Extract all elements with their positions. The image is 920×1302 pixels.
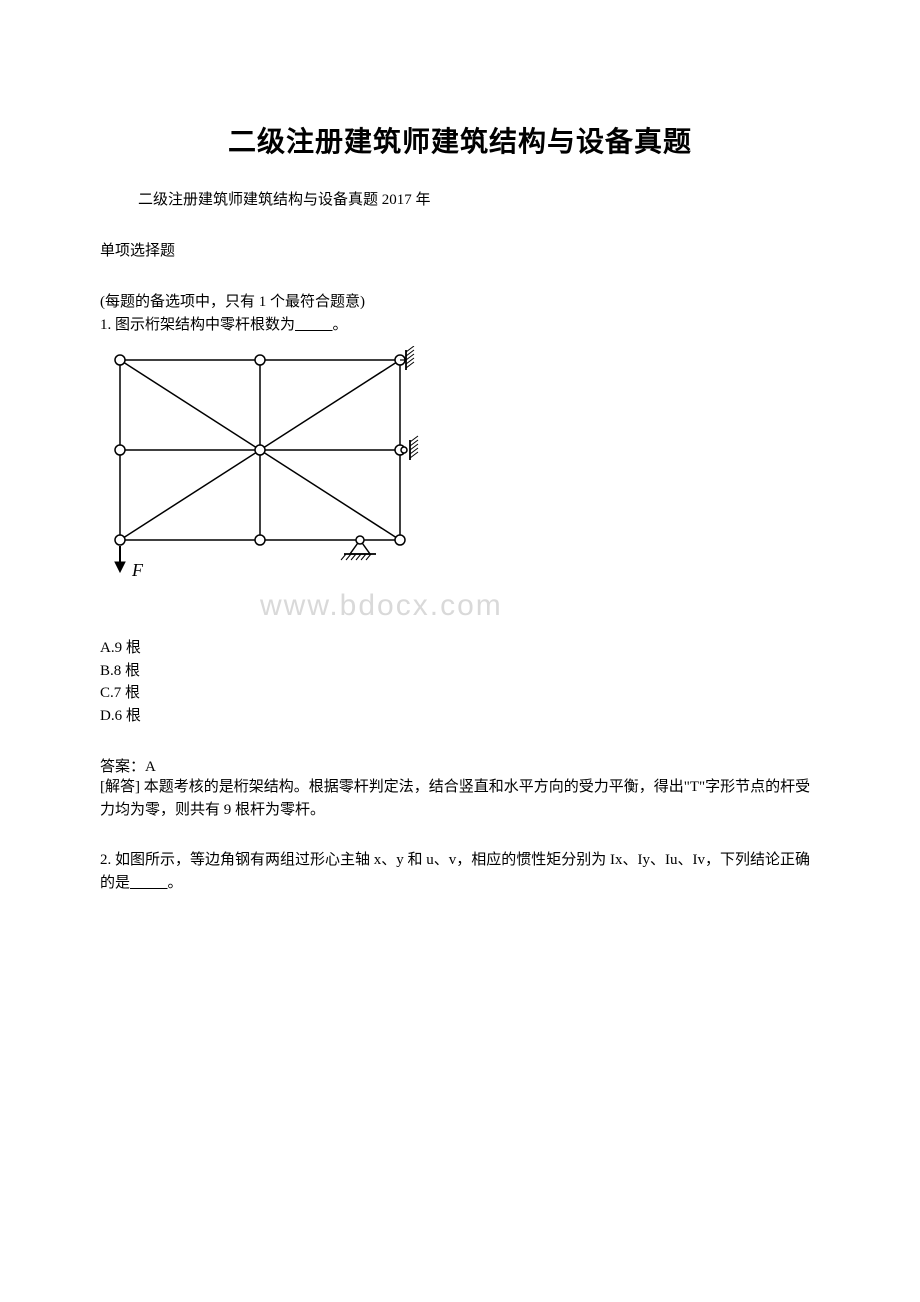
question-1-text: 图示桁架结构中零杆根数为 <box>111 317 295 333</box>
section-header: 单项选择题 <box>100 239 820 260</box>
option-d: D.6 根 <box>100 705 820 728</box>
watermark-text: www.bdocx.com <box>260 589 820 623</box>
answer-value: A <box>145 759 156 775</box>
question-1-number: 1. <box>100 317 111 333</box>
question-2-blank <box>130 875 168 891</box>
question-1-blank <box>295 317 333 333</box>
question-1-suffix: 。 <box>333 317 348 333</box>
option-a: A.9 根 <box>100 637 820 660</box>
question-2-suffix: 。 <box>168 875 183 891</box>
question-1: 1. 图示桁架结构中零杆根数为 。 <box>100 313 820 334</box>
question-2-text: 如图所示，等边角钢有两组过形心主轴 x、y 和 u、v，相应的惯性矩分别为 Ix… <box>100 852 810 891</box>
option-c: C.7 根 <box>100 682 820 705</box>
option-b: B.8 根 <box>100 660 820 683</box>
document-subtitle: 二级注册建筑师建筑结构与设备真题 2017 年 <box>138 188 820 209</box>
question-2: 2. 如图所示，等边角钢有两组过形心主轴 x、y 和 u、v，相应的惯性矩分别为… <box>100 849 820 894</box>
answer-label: 答案： <box>100 759 145 775</box>
answer-line: 答案：A <box>100 755 820 776</box>
truss-svg: F <box>100 346 440 590</box>
instruction-text: (每题的备选项中，只有 1 个最符合题意) <box>100 290 820 311</box>
truss-diagram: F <box>100 346 820 595</box>
document-title: 二级注册建筑师建筑结构与设备真题 <box>100 120 820 160</box>
explanation-text: [解答] 本题考核的是桁架结构。根据零杆判定法，结合竖直和水平方向的受力平衡，得… <box>100 776 820 821</box>
svg-text:F: F <box>131 560 144 580</box>
question-2-number: 2. <box>100 852 111 868</box>
